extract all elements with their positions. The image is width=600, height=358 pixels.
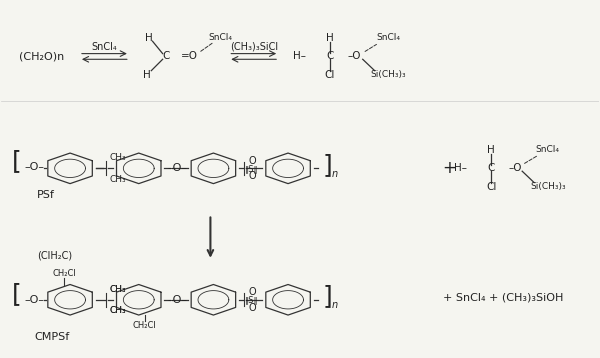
Text: CH₃: CH₃ — [110, 285, 126, 294]
Text: SnCl₄: SnCl₄ — [91, 42, 117, 52]
Text: CH₃: CH₃ — [110, 174, 126, 184]
Text: C: C — [487, 163, 495, 173]
Text: + SnCl₄ + (CH₃)₃SiOH: + SnCl₄ + (CH₃)₃SiOH — [443, 293, 564, 303]
Text: CMPSf: CMPSf — [34, 332, 70, 342]
Text: O: O — [248, 155, 256, 165]
Text: PSf: PSf — [37, 190, 55, 200]
Text: CH₃: CH₃ — [110, 285, 126, 294]
Text: ∥S∥: ∥S∥ — [245, 295, 259, 304]
Text: SnCl₄: SnCl₄ — [376, 34, 400, 43]
Text: Cl: Cl — [325, 70, 335, 80]
Text: H: H — [143, 70, 151, 80]
Text: –O: –O — [347, 52, 361, 62]
Text: –O: –O — [508, 163, 522, 173]
Text: SnCl₄: SnCl₄ — [536, 145, 560, 154]
Text: ∥S∥: ∥S∥ — [245, 164, 259, 173]
Text: –O–: –O– — [167, 163, 188, 173]
Text: (CH₂O)n: (CH₂O)n — [19, 52, 65, 62]
Text: H: H — [487, 145, 495, 155]
Text: +: + — [442, 159, 456, 177]
Text: H–: H– — [293, 52, 306, 62]
Text: ]: ] — [322, 153, 332, 177]
Text: CH₂Cl: CH₂Cl — [133, 321, 157, 330]
Text: n: n — [332, 300, 338, 310]
Text: H–: H– — [454, 163, 467, 173]
Text: CH₃: CH₃ — [110, 153, 126, 162]
Text: O: O — [248, 287, 256, 297]
Text: –O–: –O– — [24, 295, 44, 305]
Text: C: C — [162, 52, 169, 62]
Text: =O: =O — [181, 52, 198, 62]
Text: (ClH₂C): (ClH₂C) — [38, 250, 73, 260]
Text: ]: ] — [322, 284, 332, 308]
Text: SnCl₄: SnCl₄ — [209, 34, 233, 43]
Text: CH₃: CH₃ — [110, 306, 126, 315]
Text: Si(CH₃)₃: Si(CH₃)₃ — [530, 182, 566, 191]
Text: [: [ — [11, 149, 21, 173]
Text: –O–: –O– — [24, 161, 44, 171]
Text: O: O — [248, 171, 256, 181]
Text: (CH₃)₃SiCl: (CH₃)₃SiCl — [230, 42, 278, 52]
Text: C: C — [326, 52, 334, 62]
Text: H: H — [326, 33, 334, 43]
Text: H: H — [145, 33, 153, 43]
Text: [: [ — [11, 282, 21, 306]
Text: Cl: Cl — [486, 182, 496, 192]
Text: O: O — [248, 303, 256, 313]
Text: CH₂Cl: CH₂Cl — [52, 269, 76, 278]
Text: n: n — [332, 169, 338, 179]
Text: Si(CH₃)₃: Si(CH₃)₃ — [371, 71, 406, 79]
Text: –O–: –O– — [167, 295, 188, 305]
Text: CH₃: CH₃ — [110, 306, 126, 315]
